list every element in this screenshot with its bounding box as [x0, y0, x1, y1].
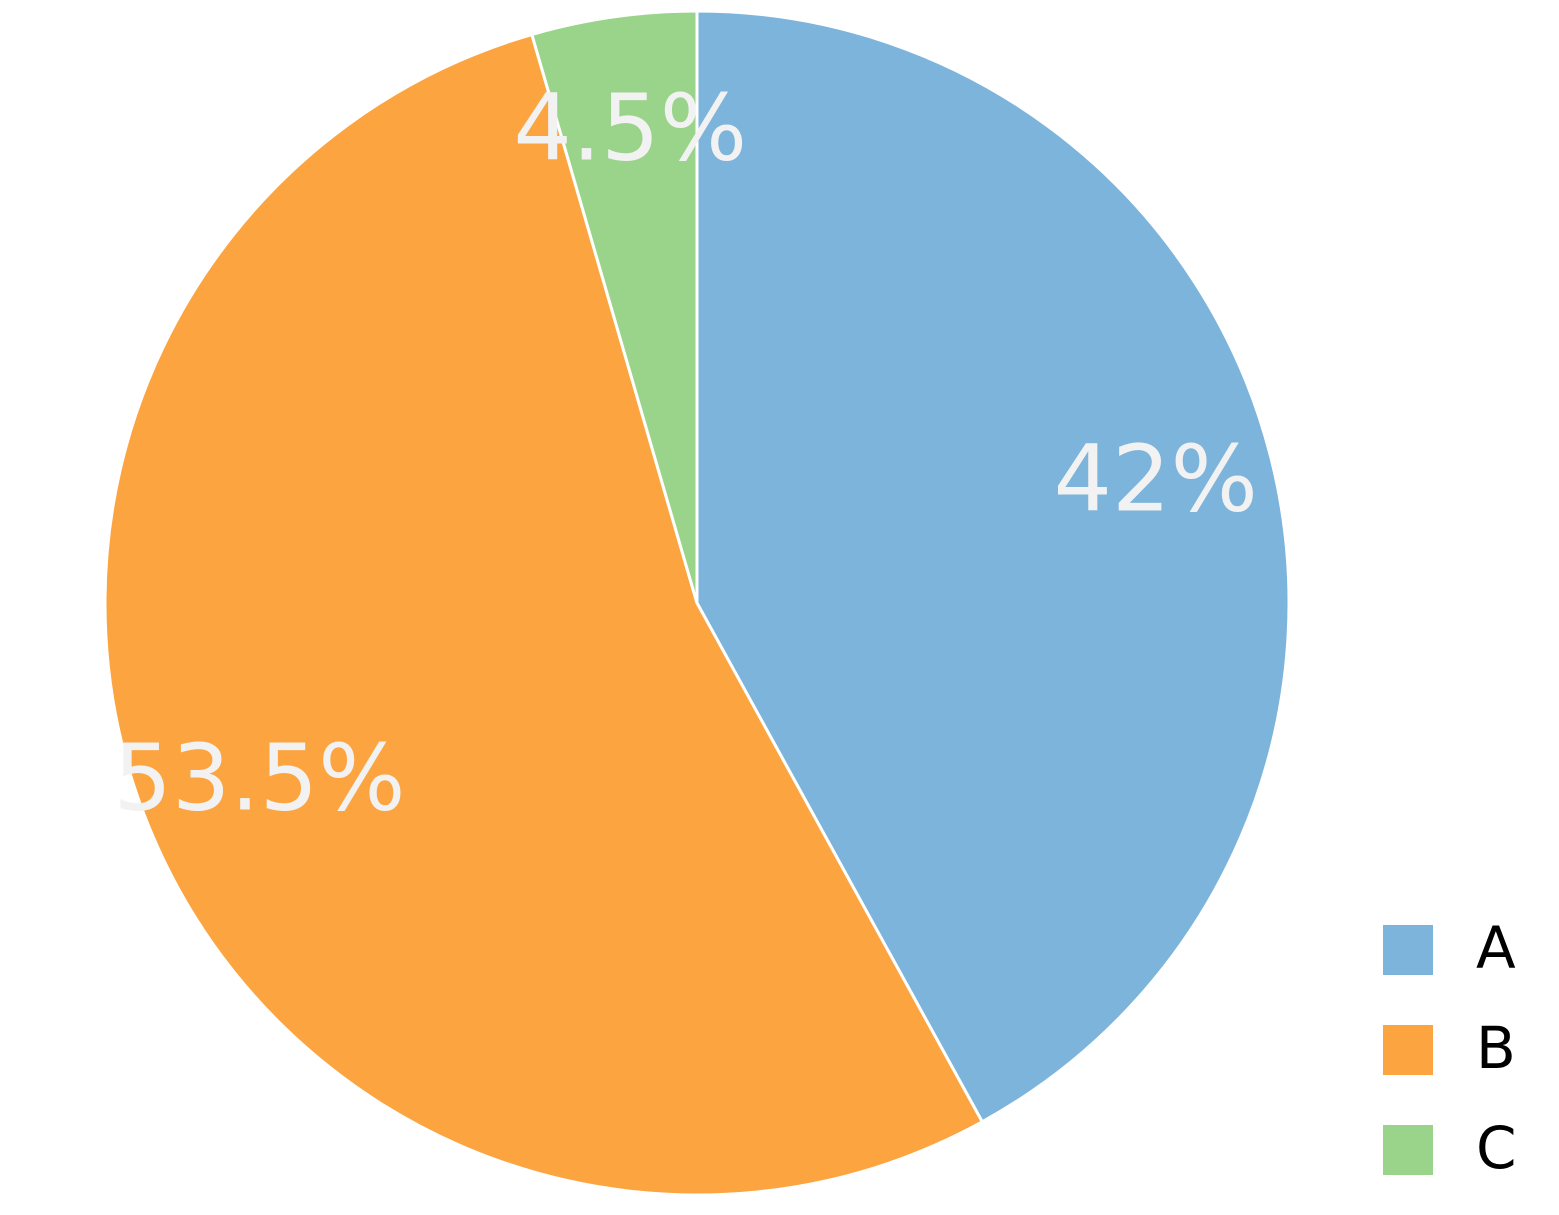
pie-slice — [695, 9, 1291, 1124]
slice-label: 42% — [1053, 426, 1257, 533]
legend-label: B — [1476, 1014, 1516, 1082]
legend-label: C — [1476, 1114, 1517, 1182]
legend-swatch — [1383, 925, 1433, 975]
pie-slice — [529, 9, 699, 604]
legend-label: A — [1476, 914, 1516, 982]
slice-label: 4.5% — [513, 74, 747, 181]
legend-swatch — [1383, 1125, 1433, 1175]
slice-label: 53.5% — [113, 725, 405, 832]
legend-swatch — [1383, 1025, 1433, 1075]
pie-slice — [103, 32, 985, 1197]
